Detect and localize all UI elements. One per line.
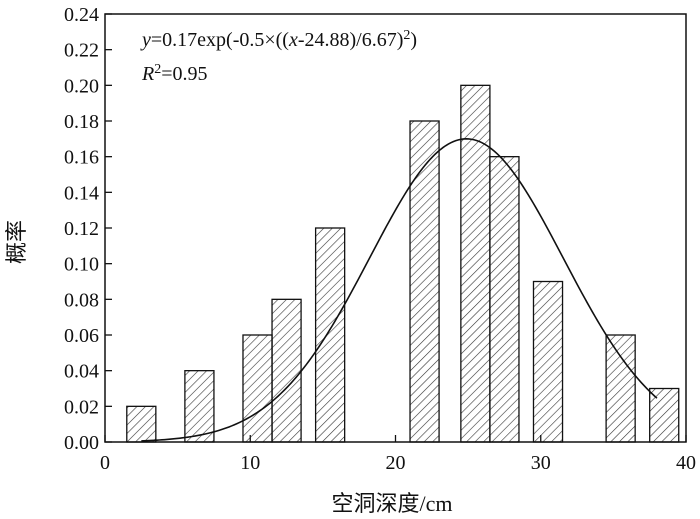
- bar-1: [184, 370, 215, 443]
- y-tick-label-7: 0.14: [64, 182, 99, 204]
- y-tick-label-1: 0.02: [64, 396, 99, 418]
- y-tick-label-4: 0.08: [64, 289, 99, 311]
- y-tick-label-9: 0.18: [64, 111, 99, 133]
- x-tick-label-3: 30: [531, 452, 551, 474]
- bar-5: [409, 120, 440, 443]
- x-tick-label-4: 40: [676, 452, 696, 474]
- y-tick-label-3: 0.06: [64, 325, 99, 347]
- y-axis-label: 概率: [4, 220, 29, 264]
- bar-2: [242, 334, 273, 443]
- r-squared-annotation: R2=0.95: [141, 62, 208, 86]
- bar-3: [271, 298, 302, 443]
- x-tick-label-0: 0: [100, 452, 110, 474]
- y-tick-label-12: 0.24: [64, 4, 99, 26]
- fit-curve: [141, 138, 658, 442]
- equation-annotation: y=0.17exp(-0.5×((x-24.88)/6.67)2): [140, 28, 417, 52]
- y-tick-label-2: 0.04: [64, 361, 99, 383]
- y-tick-label-8: 0.16: [64, 147, 99, 169]
- y-tick-label-5: 0.10: [64, 254, 99, 276]
- bar-4: [314, 227, 346, 443]
- y-tick-label-0: 0.00: [64, 432, 99, 454]
- x-tick-label-1: 10: [240, 452, 260, 474]
- y-tick-label-11: 0.22: [64, 40, 99, 62]
- bar-0: [126, 405, 157, 443]
- y-tick-label-6: 0.12: [64, 218, 99, 240]
- bar-9: [605, 334, 636, 443]
- bar-8: [532, 280, 564, 443]
- x-tick-label-2: 20: [386, 452, 406, 474]
- bar-7: [489, 156, 520, 443]
- x-axis-label: 空洞深度/cm: [332, 491, 453, 516]
- y-tick-label-10: 0.20: [64, 75, 99, 97]
